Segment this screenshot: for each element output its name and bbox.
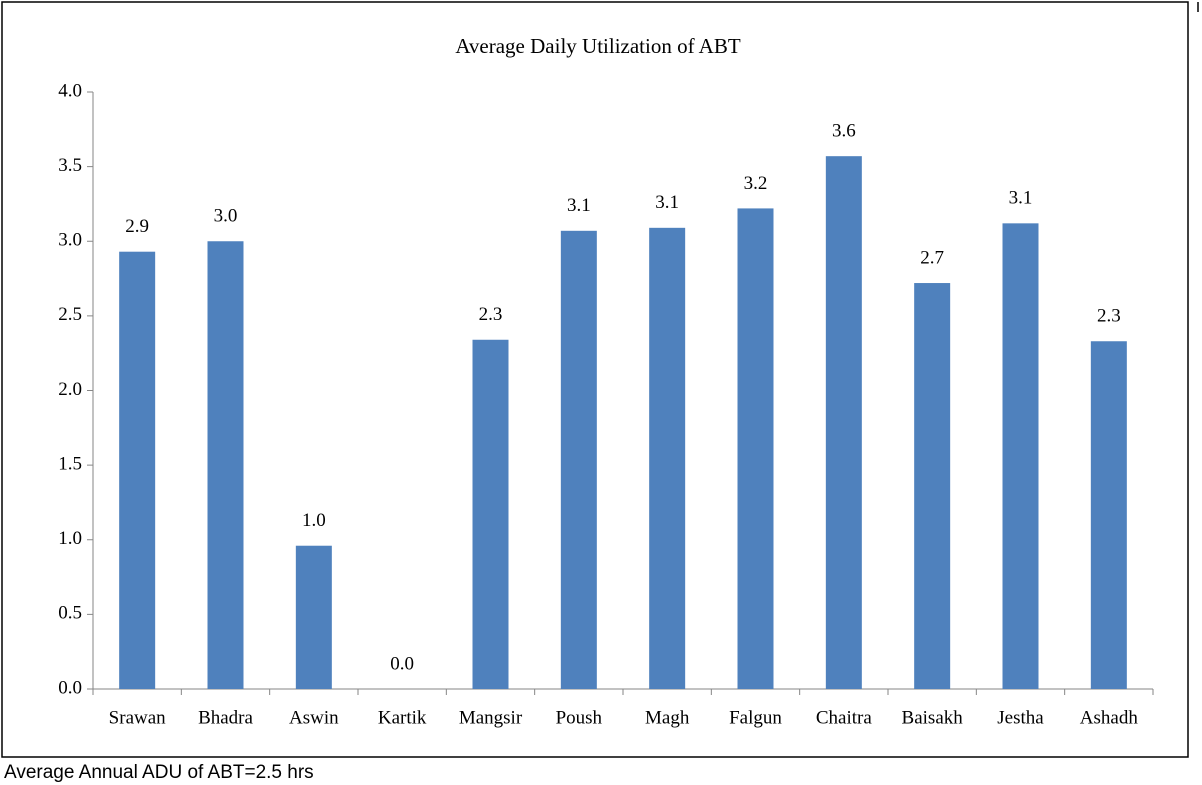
y-tick-label: 0.0 xyxy=(58,677,82,698)
data-label: 2.7 xyxy=(920,247,944,268)
data-label: 3.6 xyxy=(832,121,856,142)
bar xyxy=(295,545,332,689)
bar xyxy=(649,227,686,689)
y-tick-label: 4.0 xyxy=(58,80,82,101)
y-tick-label: 2.0 xyxy=(58,379,82,400)
data-label: 2.3 xyxy=(1097,306,1121,327)
bar xyxy=(825,156,862,690)
chart-title: Average Daily Utilization of ABT xyxy=(455,34,741,58)
bar xyxy=(119,251,156,689)
frame xyxy=(1,1,1189,758)
data-label: 3.0 xyxy=(214,206,238,227)
data-label: 2.9 xyxy=(125,216,149,237)
x-tick-label: Ashadh xyxy=(1080,707,1139,728)
data-label: 3.1 xyxy=(655,192,679,213)
y-tick-label: 2.5 xyxy=(58,304,82,325)
x-tick-label: Jestha xyxy=(997,707,1044,728)
y-tick-label: 3.0 xyxy=(58,230,82,251)
data-label: 0.0 xyxy=(390,653,414,674)
x-tick-label: Magh xyxy=(645,707,690,728)
bar xyxy=(560,230,597,690)
x-tick-label: Mangsir xyxy=(459,707,523,728)
x-tick-label: Falgun xyxy=(729,707,782,728)
bar xyxy=(914,283,951,689)
x-tick-label: Bhadra xyxy=(198,707,253,728)
bar xyxy=(1002,223,1039,689)
x-tick-label: Kartik xyxy=(378,707,427,728)
x-tick-label: Baisakh xyxy=(902,707,964,728)
y-tick-label: 1.0 xyxy=(58,528,82,549)
y-tick-label: 3.5 xyxy=(58,155,82,176)
caption: Average Annual ADU of ABT=2.5 hrs xyxy=(4,762,314,783)
bar xyxy=(737,208,774,690)
data-label: 3.1 xyxy=(1009,188,1033,209)
data-label: 1.0 xyxy=(302,510,326,531)
data-label: 3.1 xyxy=(567,195,591,216)
y-tick-label: 1.5 xyxy=(58,453,82,474)
x-tick-label: Chaitra xyxy=(816,707,872,728)
bar xyxy=(472,339,509,689)
x-tick-label: Aswin xyxy=(289,707,339,728)
data-label: 3.2 xyxy=(744,173,768,194)
data-label: 2.3 xyxy=(479,304,503,325)
x-tick-label: Srawan xyxy=(109,707,166,728)
x-tick-label: Poush xyxy=(556,707,603,728)
y-tick-label: 0.5 xyxy=(58,603,82,624)
bar xyxy=(1090,341,1127,689)
bar xyxy=(207,241,244,689)
